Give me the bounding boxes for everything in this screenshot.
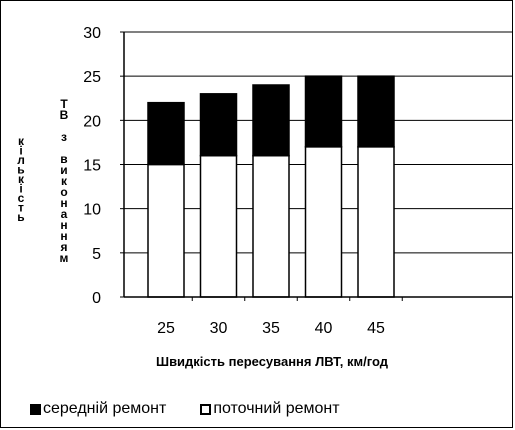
axis-title-char: і bbox=[19, 144, 22, 158]
y-tick-label: 25 bbox=[83, 69, 101, 86]
x-axis-label: Швидкість пересування ЛВТ, км/год bbox=[156, 354, 389, 369]
x-tick-label: 45 bbox=[367, 320, 385, 337]
axis-title-char: с bbox=[18, 191, 25, 205]
legend-swatch-black bbox=[30, 403, 41, 415]
axis-title-char: л bbox=[17, 153, 25, 167]
axis-title-char: ь bbox=[17, 210, 24, 224]
axis-title-char: а bbox=[61, 207, 68, 221]
legend-swatch-white bbox=[200, 403, 212, 415]
axis-title-char: о bbox=[60, 185, 67, 199]
axis-title-char: к bbox=[18, 134, 25, 148]
grid-lines bbox=[124, 31, 513, 254]
axis-title-char: Т bbox=[60, 97, 68, 111]
axis-title-char: к bbox=[18, 172, 25, 186]
axis-title-char: н bbox=[60, 229, 67, 243]
bar-medium-repair bbox=[357, 75, 395, 148]
bar-current-repair bbox=[147, 163, 185, 298]
legend: середній ремонт поточний ремонт bbox=[30, 400, 374, 418]
bar-medium-repair bbox=[252, 84, 290, 157]
y-tick-label: 20 bbox=[83, 113, 101, 130]
bar-current-repair bbox=[357, 146, 395, 298]
x-tick-label: 25 bbox=[157, 320, 175, 337]
y-tick-label: 30 bbox=[83, 25, 101, 42]
y-tick-labels: 0 5 10 15 20 25 30 bbox=[83, 25, 101, 307]
x-tick-labels: 25 30 35 40 45 bbox=[157, 320, 385, 337]
y-tick-label: 5 bbox=[92, 246, 101, 263]
axis-title-char: и bbox=[60, 163, 67, 177]
x-tick-label: 35 bbox=[262, 320, 280, 337]
axis-title-char: і bbox=[19, 182, 22, 196]
axis-title-char: в bbox=[60, 152, 67, 166]
bar-current-repair bbox=[199, 154, 238, 298]
axis-title-char: н bbox=[60, 196, 67, 210]
axis-title-char: к bbox=[61, 174, 68, 188]
axes bbox=[120, 31, 513, 301]
y-tick-label: 0 bbox=[92, 290, 101, 307]
axis-title-char: т bbox=[18, 201, 24, 215]
x-tick-label: 40 bbox=[315, 320, 333, 337]
bar-current-repair bbox=[252, 154, 290, 298]
axis-title-char: В bbox=[60, 108, 69, 122]
y-tick-label: 10 bbox=[83, 202, 101, 219]
axis-title-char: ь bbox=[17, 163, 24, 177]
y-tick-label: 15 bbox=[83, 158, 101, 175]
axis-title-char: з bbox=[61, 130, 67, 144]
bars bbox=[147, 75, 395, 298]
axis-title-char: н bbox=[60, 218, 67, 232]
axis-title-char: м bbox=[60, 251, 69, 265]
axis-title-char: я bbox=[60, 240, 67, 254]
legend-item-current-repair: поточний ремонт bbox=[200, 400, 340, 418]
bar-medium-repair bbox=[304, 75, 343, 148]
bar-medium-repair bbox=[147, 101, 185, 166]
legend-label-current-repair: поточний ремонт bbox=[213, 400, 340, 417]
bar-current-repair bbox=[304, 146, 343, 298]
x-tick-label: 30 bbox=[210, 320, 228, 337]
legend-label-medium-repair: середній ремонт bbox=[43, 400, 167, 417]
bar-medium-repair bbox=[199, 93, 238, 157]
legend-item-medium-repair: середній ремонт bbox=[30, 400, 166, 418]
